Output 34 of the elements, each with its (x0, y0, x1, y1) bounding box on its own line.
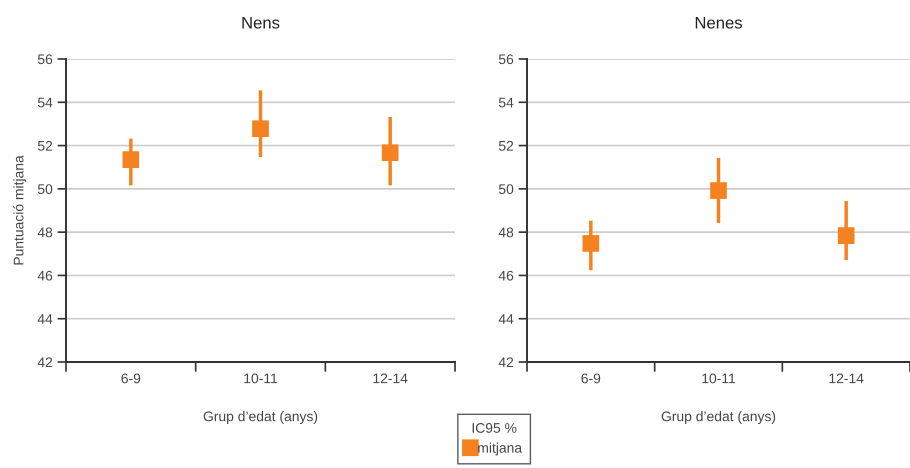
x-tick-label: 10-11 (702, 373, 736, 384)
x-tick-label: 12-14 (373, 373, 408, 384)
x-tick-label: 6-9 (582, 373, 600, 384)
y-tick-label: 44 (38, 314, 52, 324)
y-tick-label: 42 (498, 357, 514, 368)
y-tick-label: 52 (498, 140, 514, 151)
y-tick-label: 56 (38, 54, 52, 64)
y-tick-label: 54 (498, 98, 514, 108)
y-tick-label: 46 (498, 270, 514, 281)
y-tick-label: 52 (38, 140, 52, 151)
y-tick-label: 54 (38, 98, 52, 108)
y-tick-label: 46 (38, 270, 52, 281)
point (252, 120, 269, 138)
x-tick-label: 10-11 (244, 373, 278, 384)
point (838, 227, 854, 244)
y-tick-label: 48 (38, 227, 52, 238)
x-tick-label: 6-9 (122, 373, 140, 384)
point (710, 182, 727, 199)
y-tick-label: 42 (38, 357, 52, 368)
y-tick-label: 44 (498, 314, 514, 324)
x-axis-title: Grup d’edat (anys) (204, 411, 318, 424)
point (582, 235, 600, 252)
x-axis-title: Grup d’edat (anys) (662, 411, 776, 424)
y-tick-label: 48 (498, 227, 514, 238)
chart-title: Nenes (696, 16, 742, 29)
y-tick-label: 56 (498, 54, 514, 64)
chart-title: Nens (242, 16, 280, 29)
legend-title: IC95 % (472, 423, 516, 433)
x-tick-label: 12-14 (829, 373, 864, 384)
y-tick-label: 50 (498, 184, 514, 194)
y-tick-label: 50 (38, 184, 52, 194)
y-axis-title: Puntuació mitjana (13, 155, 26, 265)
point (122, 151, 140, 168)
point (382, 144, 398, 162)
